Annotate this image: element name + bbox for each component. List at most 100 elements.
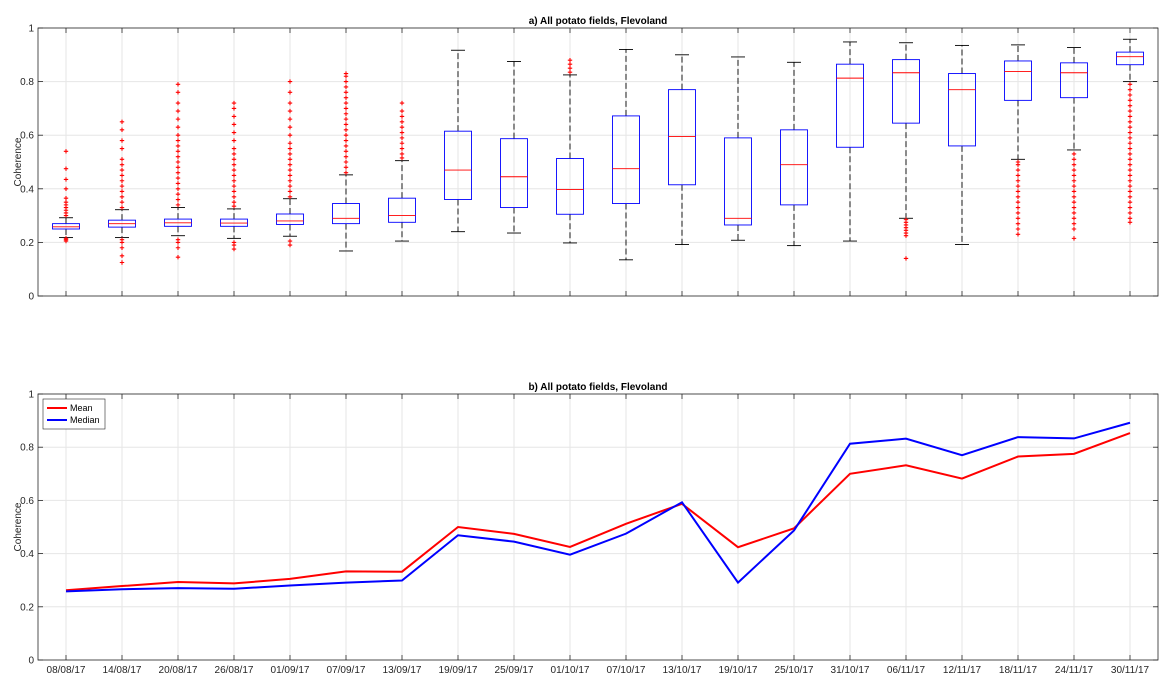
outlier-point [343,111,349,116]
outlier-point [119,205,125,210]
outlier-point [175,202,181,208]
outlier-point [567,66,573,71]
box-25/09/17 [500,61,528,234]
outlier-point [287,90,293,95]
outlier-point [231,130,237,135]
x-tick-label: 07/10/17 [607,665,646,676]
outlier-point [1071,226,1077,232]
outlier-point [1015,221,1021,226]
axes-frame [37,27,1159,297]
outlier-point [343,127,349,133]
outlier-point [287,79,293,84]
outlier-point [343,154,349,159]
box-iqr [388,197,416,223]
x-tick-label: 08/08/17 [47,665,86,676]
x-tick-label: 25/09/17 [495,665,534,676]
outlier-point [175,237,181,242]
outlier-point [1071,200,1077,205]
outlier-point [287,167,293,173]
outlier-point [1127,189,1133,194]
y-tick-label: 0 [28,656,34,667]
box-14/08/17 [108,119,136,265]
outlier-point [399,130,405,135]
outlier-point [231,189,237,194]
outlier-point [1015,205,1021,210]
box-iqr [52,223,80,230]
outlier-point [343,159,349,165]
outlier-point [63,200,69,205]
outlier-point [119,119,125,124]
y-tick-label: 0.4 [20,549,34,560]
outlier-point [119,260,125,265]
outlier-point [1127,157,1133,162]
box-iqr [836,63,864,148]
outlier-point [119,178,125,183]
outlier-point [63,166,69,171]
outlier-point [399,100,405,106]
outlier-point [63,195,69,201]
outlier-point [1015,167,1021,173]
outlier-point [231,183,237,189]
outlier-point [1071,178,1077,183]
outlier-point [567,61,573,67]
outlier-point [119,183,125,189]
x-tick-label: 24/11/17 [1055,665,1094,676]
outlier-point [175,181,181,186]
outlier-point [1127,167,1133,173]
box-26/08/17 [220,100,248,252]
outlier-point [119,167,125,173]
outlier-point [287,141,293,146]
box-07/10/17 [612,48,640,261]
outlier-point [343,116,349,122]
box-30/11/17 [1116,38,1144,225]
y-tick-label: 0.6 [20,131,34,142]
outlier-point [231,162,237,167]
outlier-point [63,186,69,191]
outlier-point [175,159,181,165]
x-tick-label: 20/08/17 [159,665,198,676]
outlier-point [1127,82,1133,87]
outlier-point [399,141,405,146]
outlier-point [287,238,293,244]
outlier-point [287,116,293,122]
x-tick-label: 31/10/17 [831,665,870,676]
box-iqr [1060,62,1088,99]
x-tick-label: 12/11/17 [943,665,982,676]
outlier-point [1071,162,1077,167]
outlier-point [1127,200,1133,205]
outlier-point [343,138,349,143]
box-20/08/17 [164,82,192,260]
outlier-point [287,151,293,157]
outlier-point [1015,226,1021,232]
legend-box [42,398,106,430]
outlier-point [1127,178,1133,183]
box-18/11/17 [1004,44,1032,237]
series-line-median [65,421,1131,593]
outlier-point [1071,183,1077,189]
outlier-point [1127,92,1133,98]
box-06/11/17 [892,42,920,261]
outlier-point [119,138,125,143]
outlier-point [1071,216,1077,221]
outlier-point [1127,130,1133,135]
outlier-point [287,133,293,138]
outlier-point [1071,189,1077,194]
outlier-point [119,245,125,250]
box-iqr [556,158,584,215]
outlier-point [119,194,125,200]
x-tick-label: 19/09/17 [439,665,478,676]
outlier-point [343,165,349,170]
outlier-point [175,82,181,87]
box-iqr [1004,60,1032,101]
outlier-point [399,155,405,161]
outlier-point [287,146,293,151]
outlier-point [175,245,181,250]
outlier-point [1015,178,1021,183]
outlier-point [1071,151,1077,157]
outlier-point [231,200,237,205]
box-iqr [724,137,752,226]
outlier-point [175,100,181,106]
box-19/10/17 [724,56,752,241]
outlier-point [231,100,237,106]
